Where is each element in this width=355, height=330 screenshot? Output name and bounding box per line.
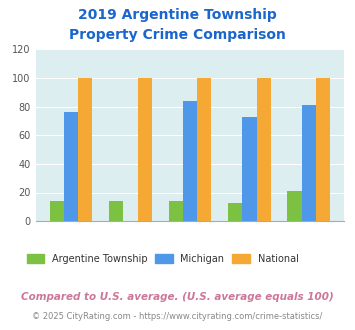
Bar <box>183 101 197 221</box>
Bar <box>242 117 257 221</box>
Bar <box>50 201 64 221</box>
Bar <box>78 78 92 221</box>
Text: 2019 Argentine Township: 2019 Argentine Township <box>78 8 277 22</box>
Bar <box>64 113 78 221</box>
Bar <box>169 201 183 221</box>
Bar <box>197 78 211 221</box>
Bar <box>138 78 152 221</box>
Bar <box>228 203 242 221</box>
Bar <box>257 78 271 221</box>
Text: Property Crime Comparison: Property Crime Comparison <box>69 28 286 42</box>
Bar <box>109 201 123 221</box>
Text: © 2025 CityRating.com - https://www.cityrating.com/crime-statistics/: © 2025 CityRating.com - https://www.city… <box>32 312 323 321</box>
Bar <box>302 105 316 221</box>
Text: Compared to U.S. average. (U.S. average equals 100): Compared to U.S. average. (U.S. average … <box>21 292 334 302</box>
Bar <box>288 191 302 221</box>
Bar <box>316 78 330 221</box>
Legend: Argentine Township, Michigan, National: Argentine Township, Michigan, National <box>23 249 302 267</box>
